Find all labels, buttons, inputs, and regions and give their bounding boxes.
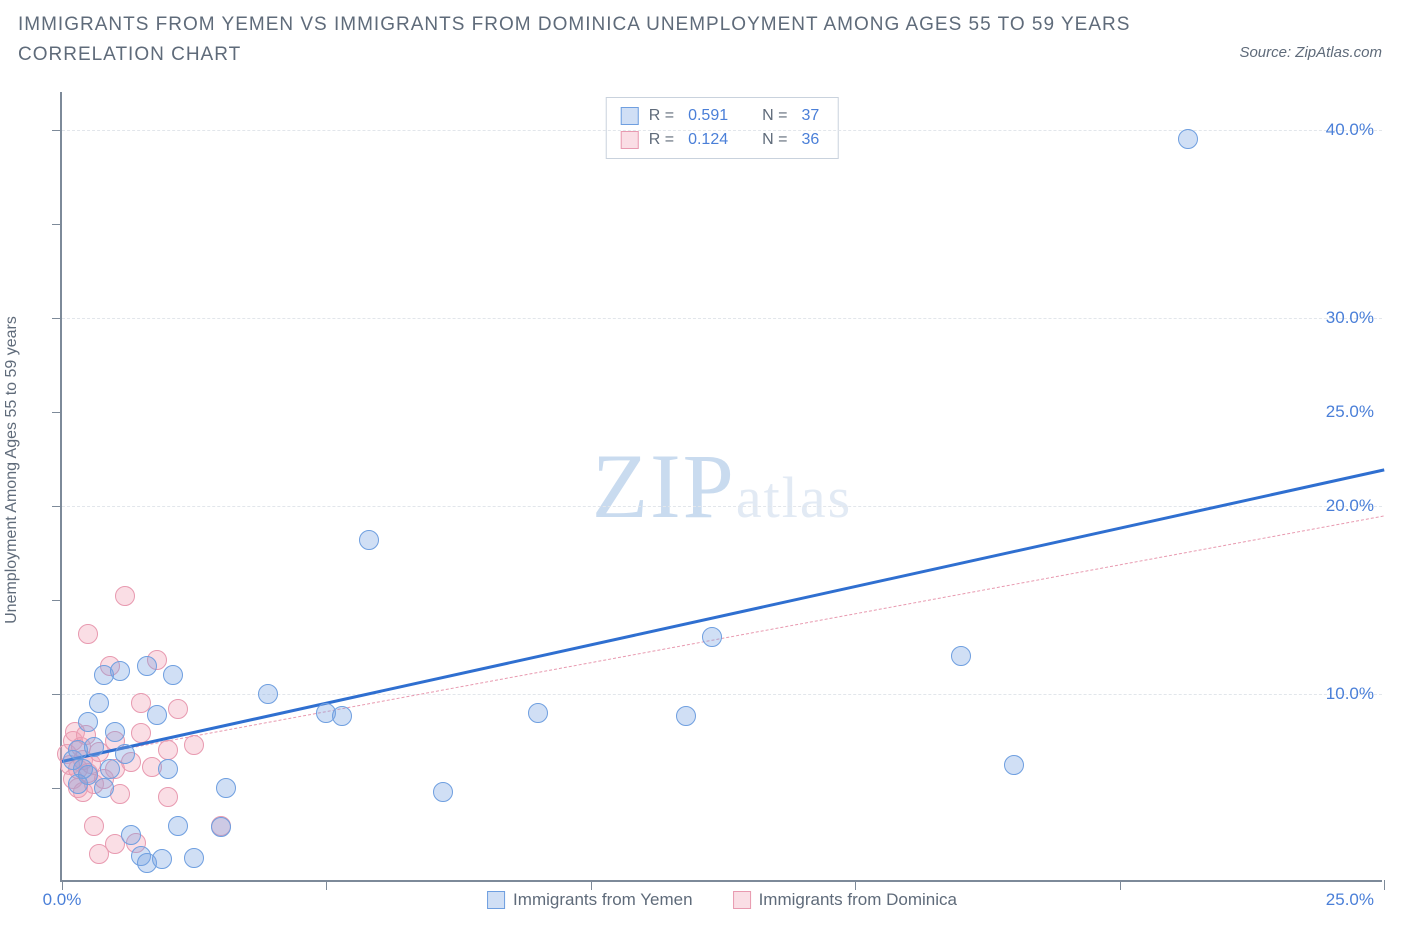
x-tick xyxy=(591,880,592,890)
y-tick xyxy=(52,506,62,507)
legend-n-value-dominica: 36 xyxy=(801,128,819,152)
y-tick xyxy=(52,224,62,225)
legend-r-label: R = xyxy=(649,128,674,152)
data-point-dominica xyxy=(168,699,188,719)
y-tick xyxy=(52,694,62,695)
source-label: Source: ZipAtlas.com xyxy=(1239,44,1382,61)
data-point-yemen xyxy=(1004,755,1024,775)
legend-series: Immigrants from Yemen Immigrants from Do… xyxy=(487,890,957,910)
x-tick xyxy=(62,880,63,890)
x-tick xyxy=(855,880,856,890)
legend-swatch-yemen xyxy=(621,107,639,125)
legend-r-value-yemen: 0.591 xyxy=(688,104,728,128)
legend-label-dominica: Immigrants from Dominica xyxy=(759,890,957,910)
data-point-yemen xyxy=(78,712,98,732)
legend-stats: R = 0.591 N = 37 R = 0.124 N = 36 xyxy=(606,97,839,159)
legend-stats-row-yemen: R = 0.591 N = 37 xyxy=(621,104,824,128)
data-point-dominica xyxy=(78,624,98,644)
legend-item-dominica: Immigrants from Dominica xyxy=(733,890,957,910)
data-point-yemen xyxy=(105,722,125,742)
data-point-yemen xyxy=(94,778,114,798)
x-tick-label-min: 0.0% xyxy=(43,890,82,910)
y-tick-label: 40.0% xyxy=(1326,120,1374,140)
data-point-yemen xyxy=(84,737,104,757)
data-point-dominica xyxy=(84,816,104,836)
data-point-yemen xyxy=(100,759,120,779)
y-tick xyxy=(52,788,62,789)
data-point-yemen xyxy=(951,646,971,666)
data-point-yemen xyxy=(121,825,141,845)
y-tick-label: 10.0% xyxy=(1326,684,1374,704)
legend-n-value-yemen: 37 xyxy=(801,104,819,128)
legend-n-label: N = xyxy=(762,104,787,128)
data-point-yemen xyxy=(152,849,172,869)
legend-swatch-yemen xyxy=(487,891,505,909)
y-tick-label: 30.0% xyxy=(1326,308,1374,328)
data-point-yemen xyxy=(433,782,453,802)
trendline-yemen xyxy=(62,468,1385,762)
x-tick xyxy=(1120,880,1121,890)
x-tick-label-max: 25.0% xyxy=(1326,890,1374,910)
data-point-yemen xyxy=(211,817,231,837)
data-point-yemen xyxy=(89,693,109,713)
data-point-yemen xyxy=(676,706,696,726)
data-point-dominica xyxy=(184,735,204,755)
y-axis-label: Unemployment Among Ages 55 to 59 years xyxy=(3,316,21,624)
gridline xyxy=(62,318,1382,319)
y-tick xyxy=(52,412,62,413)
data-point-yemen xyxy=(110,661,130,681)
y-tick xyxy=(52,318,62,319)
y-tick xyxy=(52,130,62,131)
legend-label-yemen: Immigrants from Yemen xyxy=(513,890,693,910)
data-point-yemen xyxy=(115,744,135,764)
legend-swatch-dominica xyxy=(733,891,751,909)
legend-n-label: N = xyxy=(762,128,787,152)
y-tick xyxy=(52,600,62,601)
x-tick xyxy=(1384,880,1385,890)
gridline xyxy=(62,506,1382,507)
chart-container: IMMIGRANTS FROM YEMEN VS IMMIGRANTS FROM… xyxy=(0,0,1406,930)
trendline-dominica xyxy=(62,515,1384,761)
data-point-yemen xyxy=(258,684,278,704)
data-point-yemen xyxy=(68,774,88,794)
data-point-yemen xyxy=(702,627,722,647)
y-tick-label: 20.0% xyxy=(1326,496,1374,516)
legend-r-value-dominica: 0.124 xyxy=(688,128,728,152)
data-point-yemen xyxy=(184,848,204,868)
legend-r-label: R = xyxy=(649,104,674,128)
data-point-dominica xyxy=(158,787,178,807)
data-point-yemen xyxy=(137,656,157,676)
legend-item-yemen: Immigrants from Yemen xyxy=(487,890,693,910)
data-point-yemen xyxy=(528,703,548,723)
watermark-big: ZIP xyxy=(592,435,736,537)
data-point-dominica xyxy=(115,586,135,606)
legend-stats-row-dominica: R = 0.124 N = 36 xyxy=(621,128,824,152)
data-point-yemen xyxy=(168,816,188,836)
x-tick xyxy=(326,880,327,890)
plot-area: ZIPatlas R = 0.591 N = 37 R = 0.124 N = … xyxy=(60,92,1382,882)
watermark: ZIPatlas xyxy=(592,433,852,539)
data-point-yemen xyxy=(158,759,178,779)
chart-title: IMMIGRANTS FROM YEMEN VS IMMIGRANTS FROM… xyxy=(18,10,1138,71)
watermark-small: atlas xyxy=(736,465,852,530)
data-point-yemen xyxy=(1178,129,1198,149)
data-point-yemen xyxy=(216,778,236,798)
data-point-dominica xyxy=(158,740,178,760)
y-tick-label: 25.0% xyxy=(1326,402,1374,422)
legend-swatch-dominica xyxy=(621,131,639,149)
data-point-yemen xyxy=(147,705,167,725)
data-point-yemen xyxy=(332,706,352,726)
data-point-yemen xyxy=(163,665,183,685)
data-point-yemen xyxy=(359,530,379,550)
